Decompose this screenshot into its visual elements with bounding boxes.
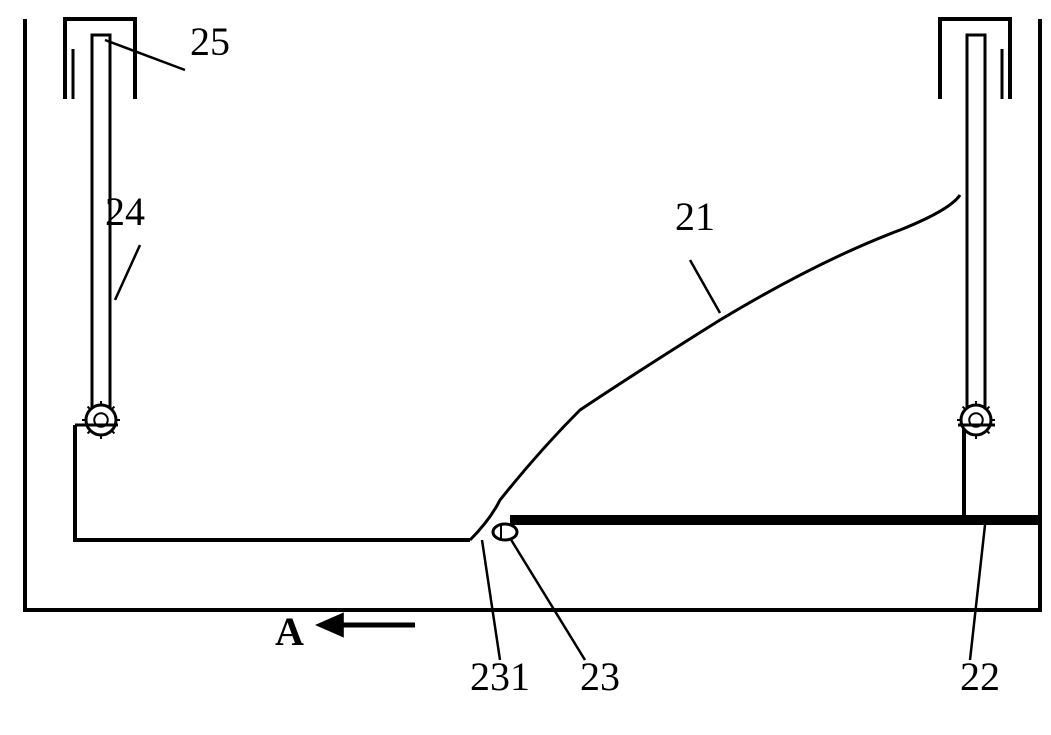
leader-l22 (970, 525, 985, 660)
label-231: 231 (470, 654, 530, 699)
part-23-ellipse (493, 524, 517, 540)
leader-l21 (690, 260, 720, 313)
label-A: A (275, 609, 304, 654)
curve-21 (470, 195, 960, 540)
right-bolt-nut-tooth (987, 407, 990, 410)
leader-l25 (105, 40, 185, 70)
label-25: 25 (190, 19, 230, 64)
right-bolt-nut-tooth (987, 431, 990, 434)
diagram-svg: 25 24 21 231 23 22 A (0, 0, 1051, 735)
leader-l23 (510, 538, 585, 660)
left-bolt-nut-tooth (112, 407, 115, 410)
leader-l24 (115, 245, 140, 300)
diagram-container: 25 24 21 231 23 22 A (0, 0, 1051, 735)
label-24: 24 (105, 189, 145, 234)
arrow-A-head (315, 612, 344, 637)
label-22: 22 (960, 654, 1000, 699)
left-bolt-nut-tooth (88, 431, 91, 434)
right-bolt-nut-tooth (963, 407, 966, 410)
left-bolt-nut-tooth (112, 431, 115, 434)
label-23: 23 (580, 654, 620, 699)
leader-l231 (482, 540, 500, 660)
inner-u-frame (75, 425, 470, 540)
right-bolt-shaft (967, 35, 985, 420)
label-21: 21 (675, 194, 715, 239)
left-bolt-nut-tooth (88, 407, 91, 410)
